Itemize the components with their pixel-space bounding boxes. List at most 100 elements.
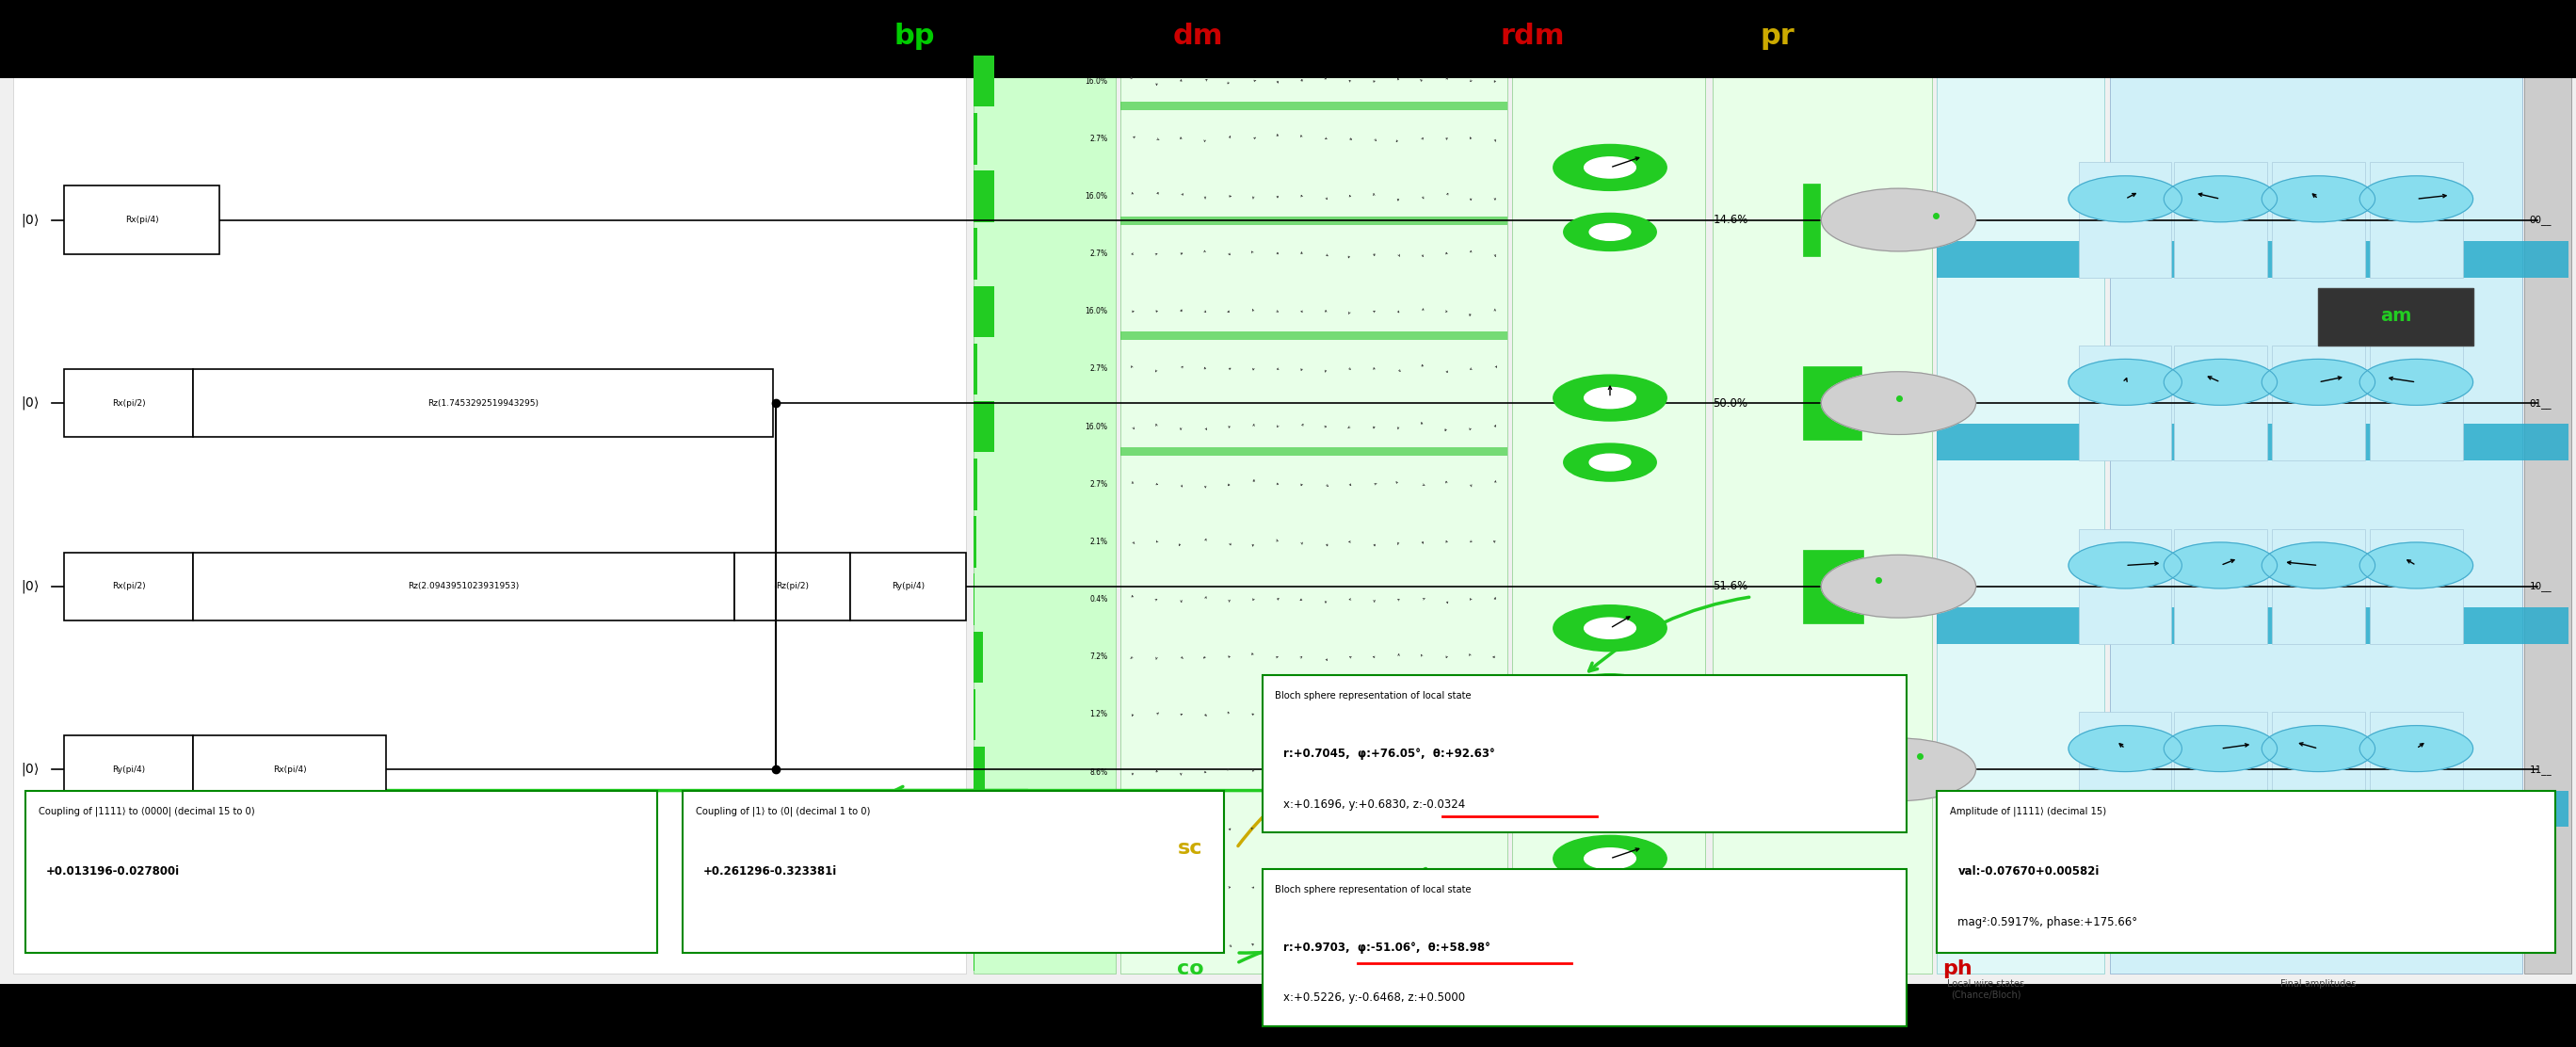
Bar (1937, 607, 2568, 644)
Bar (13, 52, 966, 974)
Bar (1937, 790, 2568, 827)
Text: 2.7%: 2.7% (1090, 249, 1108, 259)
Bar (1262, 675, 1906, 832)
Bar (64, 186, 219, 253)
Text: Rz(2.0943951023931953): Rz(2.0943951023931953) (407, 582, 520, 591)
Bar (2174, 346, 2267, 461)
Bar (974, 171, 994, 222)
Circle shape (2164, 359, 2277, 405)
Text: Ry(pi/4): Ry(pi/4) (891, 582, 925, 591)
Text: 51.6%: 51.6% (1713, 580, 1749, 593)
Text: 16.0%: 16.0% (1084, 192, 1108, 201)
Text: dm: dm (1172, 23, 1224, 50)
Text: +0.013196-0.027800i: +0.013196-0.027800i (46, 866, 180, 877)
Text: 01__: 01__ (2530, 398, 2553, 408)
Circle shape (1564, 214, 1656, 251)
Circle shape (2262, 176, 2375, 222)
Text: 00__: 00__ (2530, 215, 2553, 225)
Bar (1262, 869, 1906, 1026)
Text: $|0\rangle$: $|0\rangle$ (21, 211, 39, 228)
Bar (734, 553, 850, 620)
Text: Coupling of |1111⟩ to ⟨0000| (decimal 15 to 0): Coupling of |1111⟩ to ⟨0000| (decimal 15… (39, 806, 255, 816)
Bar (974, 401, 994, 452)
Circle shape (1821, 555, 1976, 618)
Text: Rx(pi/2): Rx(pi/2) (111, 582, 147, 591)
Text: pr: pr (1759, 23, 1795, 50)
Bar (683, 790, 1224, 953)
Text: am: am (2380, 307, 2411, 326)
Circle shape (1564, 905, 1656, 942)
Text: $|0\rangle$: $|0\rangle$ (21, 578, 39, 595)
Bar (974, 631, 984, 683)
Circle shape (2262, 542, 2375, 588)
Circle shape (2262, 726, 2375, 772)
Bar (974, 113, 976, 164)
Bar (974, 516, 976, 567)
Bar (1713, 52, 1932, 974)
Circle shape (1584, 157, 1636, 178)
Circle shape (2069, 542, 2182, 588)
Bar (1803, 183, 1821, 257)
Text: $|0\rangle$: $|0\rangle$ (21, 395, 39, 411)
Bar (26, 790, 657, 953)
Bar (974, 52, 1115, 974)
Bar (193, 735, 386, 804)
Circle shape (1564, 674, 1656, 712)
Bar (2370, 712, 2463, 827)
Bar (2318, 288, 2473, 346)
Bar (2174, 712, 2267, 827)
Text: rdm: rdm (1499, 23, 1566, 50)
Bar (2370, 162, 2463, 277)
Text: x:+0.1696, y:+0.6830, z:-0.0324: x:+0.1696, y:+0.6830, z:-0.0324 (1283, 798, 1466, 810)
Bar (64, 370, 193, 438)
Text: r:+0.9703,  φ:-51.06°,  θ:+58.98°: r:+0.9703, φ:-51.06°, θ:+58.98° (1283, 941, 1489, 954)
Text: sc: sc (1177, 839, 1203, 857)
Circle shape (2069, 359, 2182, 405)
Text: r:+0.7045,  φ:+76.05°,  θ:+92.63°: r:+0.7045, φ:+76.05°, θ:+92.63° (1283, 748, 1494, 760)
Circle shape (1553, 605, 1667, 651)
Bar (1803, 733, 1832, 806)
Text: 14.6%: 14.6% (1713, 214, 1749, 226)
Circle shape (2360, 176, 2473, 222)
Bar (1121, 102, 1507, 110)
Text: 16.0%: 16.0% (1084, 307, 1108, 316)
Text: 2.7%: 2.7% (1090, 480, 1108, 489)
Bar (1937, 790, 2555, 953)
Text: Rx(pi/4): Rx(pi/4) (273, 765, 307, 774)
Text: 2.1%: 2.1% (1090, 537, 1108, 547)
Bar (974, 286, 994, 337)
Bar (1937, 52, 2105, 974)
Bar (1121, 332, 1507, 340)
Text: 16.0%: 16.0% (1084, 76, 1108, 86)
Bar (1803, 550, 1862, 623)
Circle shape (2069, 176, 2182, 222)
Text: Rx(pi/4): Rx(pi/4) (124, 216, 160, 224)
Circle shape (1564, 444, 1656, 482)
Circle shape (1584, 387, 1636, 408)
Text: ph: ph (1942, 959, 1973, 978)
Bar (2272, 529, 2365, 644)
Text: +0.261296-0.323381i: +0.261296-0.323381i (703, 866, 837, 877)
Bar (2174, 529, 2267, 644)
Circle shape (2164, 726, 2277, 772)
Circle shape (1553, 144, 1667, 191)
Text: Final amplitudes: Final amplitudes (2280, 979, 2357, 988)
Text: Bloch sphere representation of local state: Bloch sphere representation of local sta… (1275, 885, 1471, 894)
Circle shape (2262, 359, 2375, 405)
Bar (2370, 529, 2463, 644)
Circle shape (1553, 836, 1667, 882)
Text: 0.6%: 0.6% (1090, 940, 1108, 950)
Text: 11__: 11__ (2530, 764, 2553, 775)
Circle shape (1589, 685, 1631, 701)
Bar (2079, 712, 2172, 827)
Bar (974, 862, 979, 913)
Text: Rz(1.7453292519943295): Rz(1.7453292519943295) (428, 399, 538, 407)
Bar (2272, 162, 2365, 277)
Circle shape (1821, 372, 1976, 435)
Text: 7.2%: 7.2% (1090, 652, 1108, 662)
Circle shape (1584, 618, 1636, 639)
Text: 25.0%: 25.0% (1713, 763, 1749, 776)
Circle shape (1584, 848, 1636, 869)
Bar (974, 55, 994, 107)
Bar (850, 553, 966, 620)
